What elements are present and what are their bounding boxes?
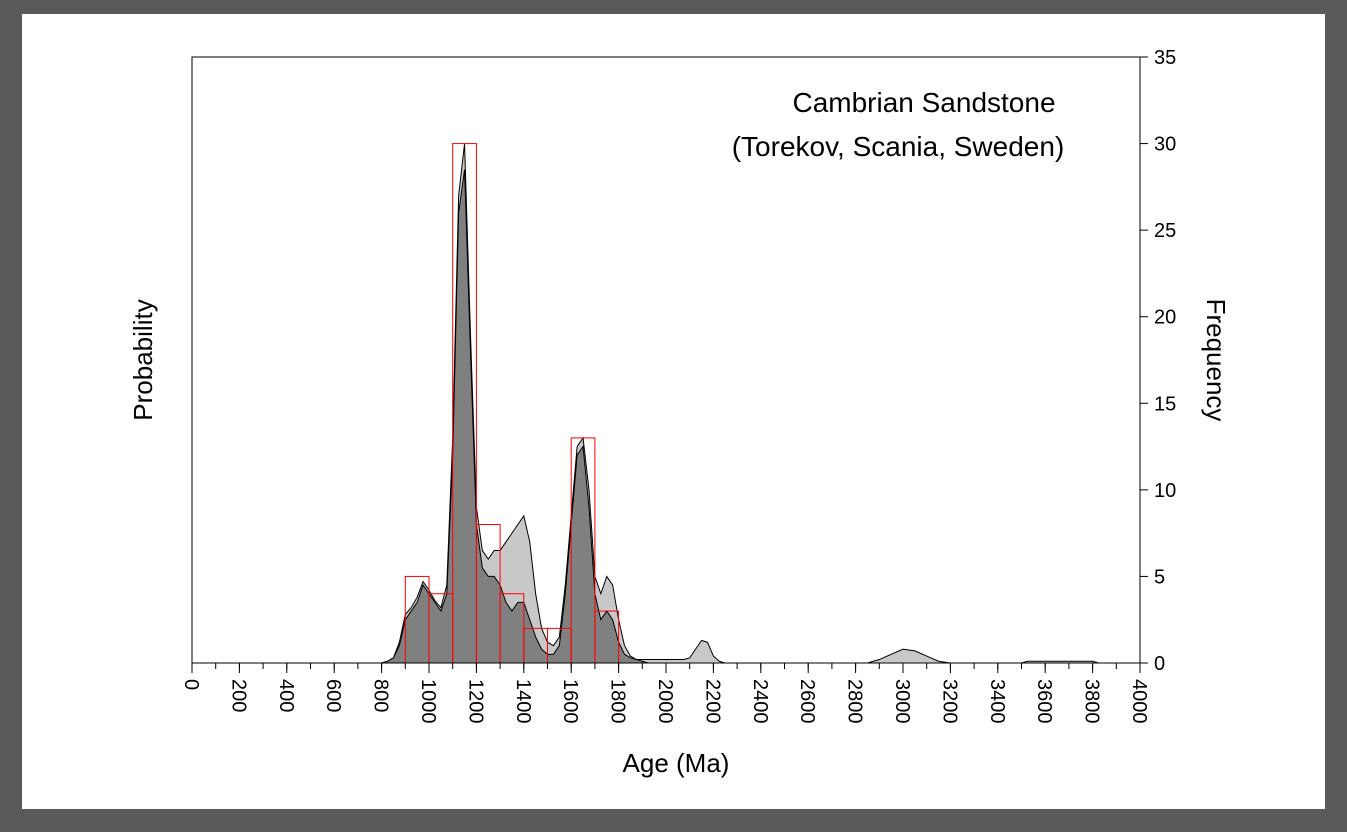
x-tick-label: 0 (180, 679, 202, 690)
x-tick-label: 3600 (1033, 679, 1055, 724)
y2-tick-label: 5 (1154, 566, 1165, 588)
chart-background (22, 14, 1325, 809)
x-tick-label: 1000 (417, 679, 439, 724)
y-axis-label: Probability (128, 299, 158, 420)
x-tick-label: 3400 (986, 679, 1008, 724)
x-tick-label: 800 (370, 679, 392, 712)
x-tick-label: 2400 (749, 679, 771, 724)
x-tick-label: 2200 (701, 679, 723, 724)
y2-tick-label: 10 (1154, 480, 1176, 502)
x-tick-label: 3000 (891, 679, 913, 724)
y2-axis-label: Frequency (1201, 299, 1231, 422)
x-tick-label: 400 (275, 679, 297, 712)
annotation: (Torekov, Scania, Sweden) (732, 131, 1065, 162)
y2-tick-label: 0 (1154, 653, 1165, 675)
x-tick-label: 2000 (654, 679, 676, 724)
y2-tick-label: 20 (1154, 307, 1176, 329)
y2-tick-label: 25 (1154, 220, 1176, 242)
x-tick-label: 2800 (844, 679, 866, 724)
x-axis-label: Age (Ma) (623, 748, 730, 778)
y2-tick-label: 30 (1154, 134, 1176, 156)
x-tick-label: 1400 (512, 679, 534, 724)
x-tick-label: 2600 (796, 679, 818, 724)
annotation: Cambrian Sandstone (792, 87, 1055, 118)
x-tick-label: 600 (322, 679, 344, 712)
x-tick-label: 200 (227, 679, 249, 712)
x-tick-label: 1200 (464, 679, 486, 724)
y2-tick-label: 15 (1154, 393, 1176, 415)
x-tick-label: 1800 (607, 679, 629, 724)
x-tick-label: 3200 (938, 679, 960, 724)
x-tick-label: 3800 (1081, 679, 1103, 724)
y2-tick-label: 35 (1154, 47, 1176, 69)
x-tick-label: 1600 (559, 679, 581, 724)
x-tick-label: 4000 (1128, 679, 1150, 724)
